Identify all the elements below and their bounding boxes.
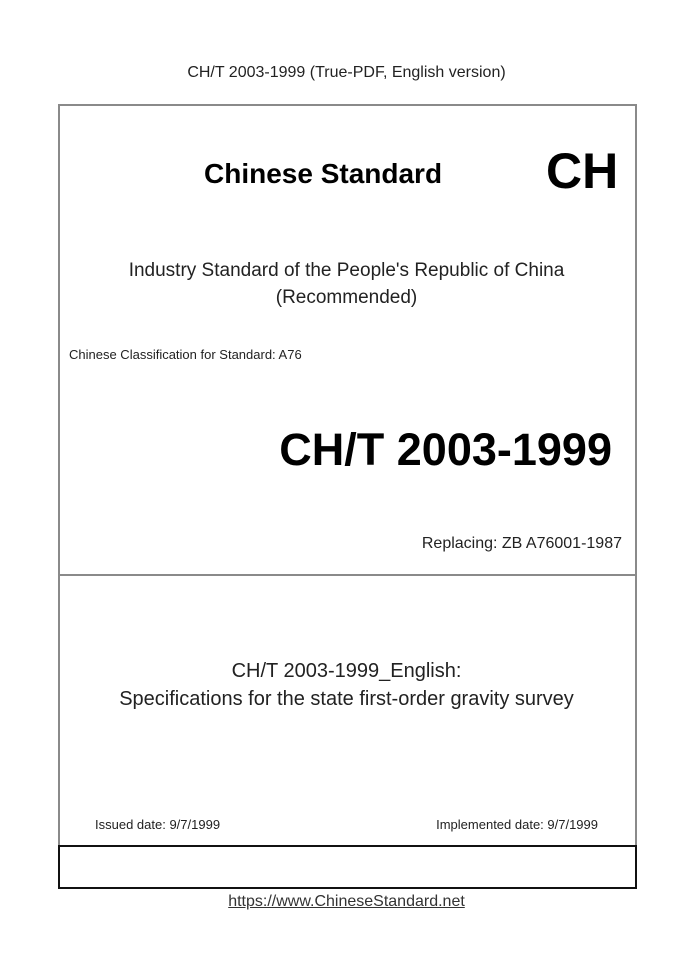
page-header: CH/T 2003-1999 (True-PDF, English versio… xyxy=(187,64,506,81)
classification: Chinese Classification for Standard: A76 xyxy=(69,347,302,362)
standard-code: CH/T 2003-1999 xyxy=(279,424,612,475)
cover-frame xyxy=(58,104,637,847)
issued-date: Issued date: 9/7/1999 xyxy=(95,817,221,832)
doc-title-line2: Specifications for the state first-order… xyxy=(119,688,574,710)
replacing: Replacing: ZB A76001-1987 xyxy=(421,535,622,552)
implemented-date: Implemented date: 9/7/1999 xyxy=(436,817,598,832)
doc-title-line1: CH/T 2003-1999_English: xyxy=(231,660,462,682)
footer-box xyxy=(58,845,637,889)
cover-title: Chinese Standard xyxy=(204,158,443,189)
logo-code: CH xyxy=(546,143,619,199)
industry-line: Industry Standard of the People's Republ… xyxy=(128,260,565,281)
divider xyxy=(58,574,635,576)
website-link[interactable]: https://www.ChineseStandard.net xyxy=(228,893,465,910)
footer-link-wrap: https://www.ChineseStandard.net xyxy=(0,893,693,911)
recommended-label: (Recommended) xyxy=(275,287,418,308)
